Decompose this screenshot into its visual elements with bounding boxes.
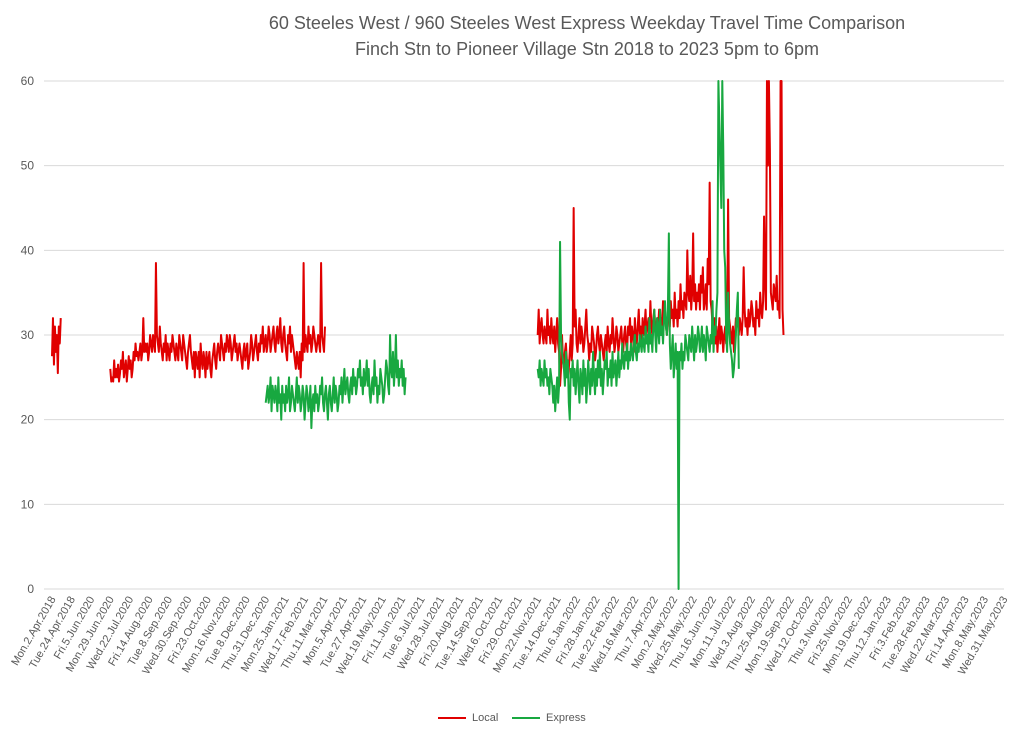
series-line-express <box>536 80 740 590</box>
legend-swatch-local <box>438 717 466 719</box>
y-tick-label: 30 <box>21 328 35 342</box>
series-line-express <box>264 334 407 430</box>
legend-label-express: Express <box>546 712 586 724</box>
series-lines <box>51 80 785 590</box>
y-tick-label: 0 <box>27 582 34 596</box>
chart-title: 60 Steeles West / 960 Steeles West Expre… <box>268 13 906 33</box>
y-axis-ticks: 0 10 20 30 40 50 60 <box>21 74 35 596</box>
y-tick-label: 20 <box>21 413 35 427</box>
legend-item-express: Express <box>512 712 586 724</box>
legend-label-local: Local <box>472 712 499 724</box>
grid <box>44 80 1004 590</box>
chart-title-block: 60 Steeles West / 960 Steeles West Expre… <box>0 10 1024 62</box>
legend: Local Express <box>0 712 1024 730</box>
y-tick-label: 40 <box>21 243 35 257</box>
chart-subtitle: Finch Stn to Pioneer Village Stn 2018 to… <box>355 39 819 59</box>
y-tick-label: 60 <box>21 74 35 88</box>
series-line-local <box>109 262 326 383</box>
x-axis-ticks: Mon.2.Apr.2018Tue.24.Apr.2018Fri.5.Jun.2… <box>9 594 1010 676</box>
y-tick-label: 50 <box>21 159 35 173</box>
series-line-local <box>51 317 62 375</box>
series-line-local <box>536 80 785 387</box>
y-tick-label: 10 <box>21 497 35 511</box>
legend-swatch-express <box>512 717 540 719</box>
legend-item-local: Local <box>438 712 498 724</box>
